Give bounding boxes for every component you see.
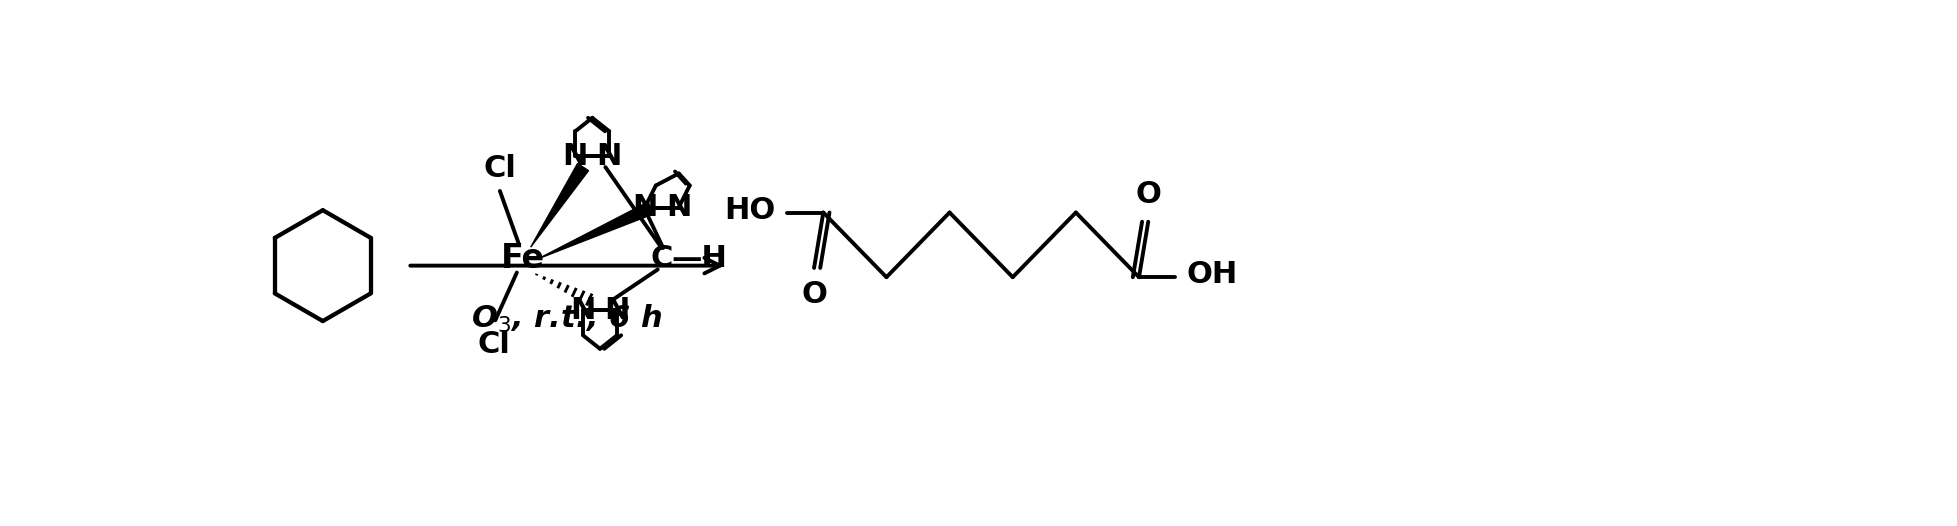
Text: O: O <box>800 280 826 309</box>
Text: Cl: Cl <box>483 154 517 183</box>
Text: N: N <box>569 296 595 325</box>
Text: N: N <box>597 142 622 171</box>
Text: O: O <box>1135 180 1161 209</box>
Text: N: N <box>665 194 691 222</box>
Text: O$_3$, r.t., 6 h: O$_3$, r.t., 6 h <box>472 302 663 335</box>
Text: Fe: Fe <box>501 242 544 275</box>
Text: N: N <box>632 194 658 222</box>
Text: OH: OH <box>1186 260 1237 289</box>
Text: HO: HO <box>724 196 775 225</box>
Polygon shape <box>538 202 654 259</box>
Text: N: N <box>605 296 630 325</box>
Text: C: C <box>650 244 673 273</box>
Text: —H: —H <box>671 244 728 273</box>
Polygon shape <box>530 164 589 247</box>
Text: Cl: Cl <box>478 330 511 359</box>
Text: N: N <box>562 142 587 171</box>
